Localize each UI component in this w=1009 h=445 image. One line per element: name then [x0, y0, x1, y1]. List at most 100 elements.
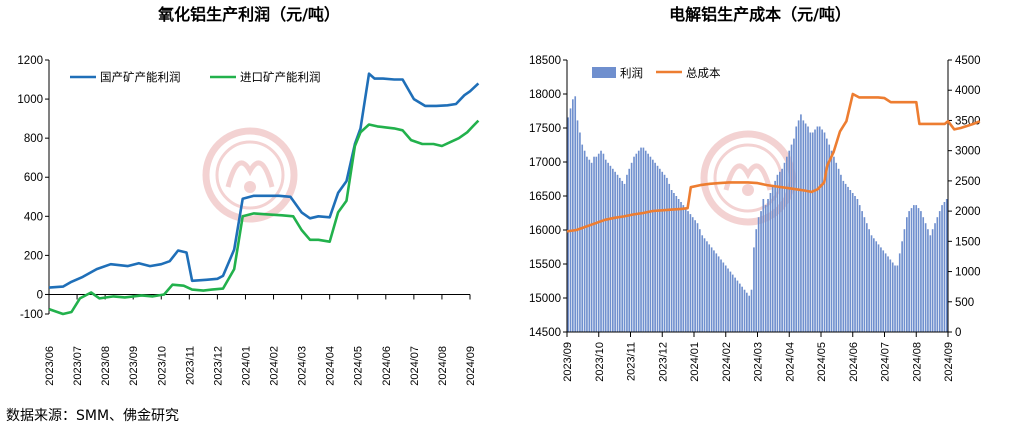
- x-tick-label: 2024/01: [689, 342, 701, 382]
- profit-bar: [906, 217, 908, 332]
- left-y-tick-label: 17000: [529, 157, 561, 169]
- profit-bar: [788, 150, 791, 332]
- profit-bar: [642, 147, 645, 332]
- profit-bar: [579, 132, 581, 332]
- profit-bar: [668, 183, 671, 332]
- right-chart-cost-line: [566, 92, 981, 233]
- profit-bar: [696, 223, 699, 332]
- profit-bar: [783, 162, 786, 332]
- left-chart-title: 氧化铝生产利润（元/吨）: [157, 5, 340, 24]
- profit-bar: [593, 156, 595, 332]
- profit-bar: [689, 214, 692, 332]
- left-chart-y-axis: -100 0 200 400 600 800 1000 1200: [17, 55, 50, 321]
- watermark-dot: [244, 181, 256, 193]
- profit-bar: [647, 153, 649, 332]
- right-y-tick-label: 2000: [955, 206, 981, 218]
- profit-bar: [804, 123, 807, 332]
- profit-bar: [779, 171, 781, 332]
- right-y-tick-label: 3000: [955, 146, 981, 158]
- profit-bar: [833, 156, 835, 332]
- profit-bar: [818, 126, 821, 332]
- profit-bar: [616, 174, 619, 332]
- profit-bar: [861, 211, 863, 332]
- profit-bar: [619, 177, 621, 332]
- x-tick-label: 2024/07: [409, 346, 421, 386]
- x-tick-label: 2024/05: [353, 346, 365, 386]
- left-y-tick-label: 17500: [529, 123, 561, 135]
- left-chart-legend: 国产矿产能利润 进口矿产能利润: [70, 70, 321, 84]
- right-chart-left-y-axis: 14500 15000 15500 16000 16500 17000 17500 18000…: [529, 55, 568, 339]
- right-y-tick-label: 1000: [955, 267, 981, 279]
- profit-bar: [663, 174, 666, 332]
- x-tick-label: 2024/06: [848, 342, 860, 382]
- profit-bar: [748, 295, 751, 332]
- profit-bar: [628, 168, 631, 332]
- profit-bar: [604, 159, 607, 332]
- profit-bar: [715, 253, 718, 332]
- profit-bar: [858, 205, 861, 332]
- profit-bar: [774, 180, 776, 332]
- x-tick-label: 2024/08: [437, 346, 449, 386]
- profit-bar: [856, 199, 859, 332]
- profit-bar: [917, 208, 920, 332]
- y-tick-label: 1200: [17, 55, 43, 67]
- profit-bar: [644, 150, 647, 332]
- profit-bar: [835, 162, 838, 332]
- y-tick-label: 400: [24, 211, 43, 223]
- profit-bar: [776, 174, 779, 332]
- profit-bar: [626, 174, 628, 332]
- profit-bar: [640, 147, 642, 332]
- profit-bar: [659, 168, 661, 332]
- profit-bar: [762, 199, 765, 332]
- profit-bar: [842, 180, 845, 332]
- profit-bar: [635, 153, 638, 332]
- profit-bar: [786, 156, 788, 332]
- profit-bar: [699, 229, 701, 332]
- total-cost-line: [566, 92, 981, 233]
- profit-bar: [884, 253, 887, 332]
- x-tick-label: 2024/03: [297, 346, 309, 386]
- right-y-tick-label: 0: [955, 327, 961, 339]
- profit-bar: [666, 177, 668, 332]
- x-tick-label: 2023/11: [184, 346, 196, 385]
- watermark-emblem: [225, 160, 275, 188]
- profit-bar: [661, 171, 664, 332]
- profit-bar: [863, 217, 866, 332]
- profit-bar: [572, 99, 574, 332]
- profit-bar: [936, 217, 939, 332]
- profit-bar: [877, 244, 880, 332]
- profit-bar: [903, 229, 906, 332]
- y-tick-label: 800: [24, 133, 43, 145]
- profit-bar: [802, 120, 805, 333]
- profit-bar: [736, 280, 739, 332]
- left-y-tick-label: 16000: [529, 225, 561, 237]
- right-y-tick-label: 500: [955, 297, 974, 309]
- profit-bar: [708, 244, 711, 332]
- x-tick-label: 2024/08: [911, 342, 923, 382]
- profit-bar: [682, 205, 685, 332]
- x-tick-label: 2023/12: [212, 346, 224, 386]
- left-y-tick-label: 15000: [529, 293, 561, 305]
- profit-bar: [769, 193, 772, 332]
- profit-bar: [880, 247, 882, 332]
- profit-bar: [870, 235, 873, 332]
- profit-bar: [727, 268, 729, 332]
- profit-bar: [677, 199, 680, 332]
- profit-bar: [929, 235, 932, 332]
- left-y-tick-label: 16500: [529, 191, 561, 203]
- profit-bar: [840, 174, 842, 332]
- profit-bar: [724, 265, 727, 332]
- legend-label-bar: 利润: [620, 66, 643, 80]
- profit-bar: [934, 223, 936, 332]
- profit-bar: [649, 156, 652, 332]
- x-tick-label: 2024/02: [721, 342, 733, 382]
- profit-bar: [691, 217, 694, 332]
- y-tick-label: 1000: [17, 94, 43, 106]
- profit-bar: [891, 262, 894, 332]
- profit-bar: [837, 168, 840, 332]
- profit-bar: [706, 241, 708, 332]
- profit-bar: [826, 138, 828, 332]
- profit-bar: [654, 162, 656, 332]
- x-tick-label: 2023/12: [657, 342, 669, 382]
